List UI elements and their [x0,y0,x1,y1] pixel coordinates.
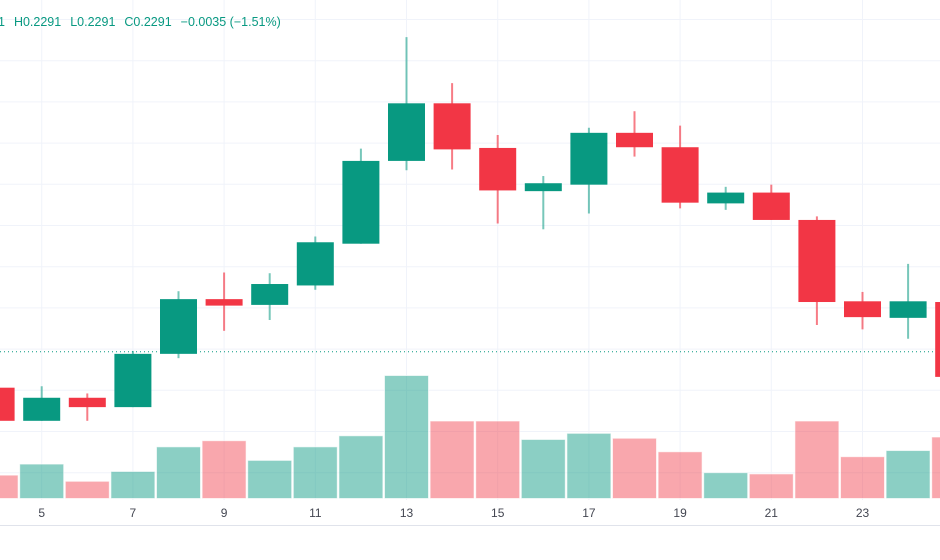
ohlc-change: −0.0035 (−1.51%) [180,15,281,29]
candle-body-day-7 [114,353,152,408]
candle-body-day-24 [889,301,927,318]
x-axis-label-23: 23 [856,506,870,520]
volume-bar-day-11 [292,446,338,499]
volume-bar-day-14 [429,420,475,500]
volume-bar-day-25 [931,436,940,499]
x-axis-label-7: 7 [130,506,137,520]
candle-body-day-4 [0,387,15,421]
volume-bar-day-21 [748,473,794,499]
candle-body-day-22 [798,219,836,303]
volume-bar-day-17 [566,432,612,499]
volume-bar-day-23 [840,456,885,499]
x-axis-label-9: 9 [221,506,228,520]
volume-bar-day-15 [475,420,521,500]
candle-body-day-6 [68,397,106,408]
candle-body-day-20 [707,192,745,204]
candle-body-day-16 [524,183,562,192]
volume-bar-day-22 [794,420,840,500]
x-axis-label-17: 17 [582,506,596,520]
candle-body-day-15 [479,147,517,191]
candle-body-day-12 [342,160,380,244]
candle-body-day-21 [752,192,790,220]
x-axis-label-19: 19 [673,506,687,520]
x-axis-label-21: 21 [765,506,779,520]
candle-body-day-10 [251,284,289,305]
candle-body-day-5 [23,397,61,421]
volume-bar-day-12 [338,435,384,499]
volume-bar-day-4 [0,474,19,500]
ohlc-header: 1 H0.2291 L0.2291 C0.2291 −0.0035 (−1.51… [0,15,281,29]
ohlc-low: L0.2291 [70,15,116,29]
candle-body-day-13 [388,103,425,161]
volume-bar-day-5 [19,463,65,499]
x-axis-label-11: 11 [309,506,322,520]
x-axis-label-13: 13 [400,506,414,520]
volume-bar-day-19 [657,451,703,500]
candle-body-day-25 [935,302,940,377]
volume-bar-day-6 [64,480,110,499]
volume-bar-day-13 [384,375,429,499]
volume-bar-day-16 [520,438,566,499]
candle-body-day-11 [296,242,334,286]
candle-body-day-19 [661,147,699,203]
x-axis-label-5: 5 [38,506,45,520]
volume-bar-day-20 [703,472,749,500]
volume-bar-day-7 [110,470,156,500]
ohlc-close: C0.2291 [124,15,172,29]
candle-body-day-14 [433,103,471,150]
ohlc-open-clipped: 1 [0,15,5,29]
ohlc-high: H0.2291 [13,15,62,29]
volume-bar-day-24 [885,450,931,499]
volume-bar-day-8 [156,446,201,499]
candle-body-day-8 [160,299,197,354]
candle-body-day-17 [570,132,608,185]
volume-bar-day-10 [247,459,293,499]
volume-bar-day-9 [201,440,247,500]
volume-bar-day-18 [612,437,657,500]
candle-body-day-18 [616,132,653,148]
candle-body-day-9 [205,299,243,306]
x-axis-label-15: 15 [491,506,505,520]
candle-body-day-23 [844,301,881,318]
